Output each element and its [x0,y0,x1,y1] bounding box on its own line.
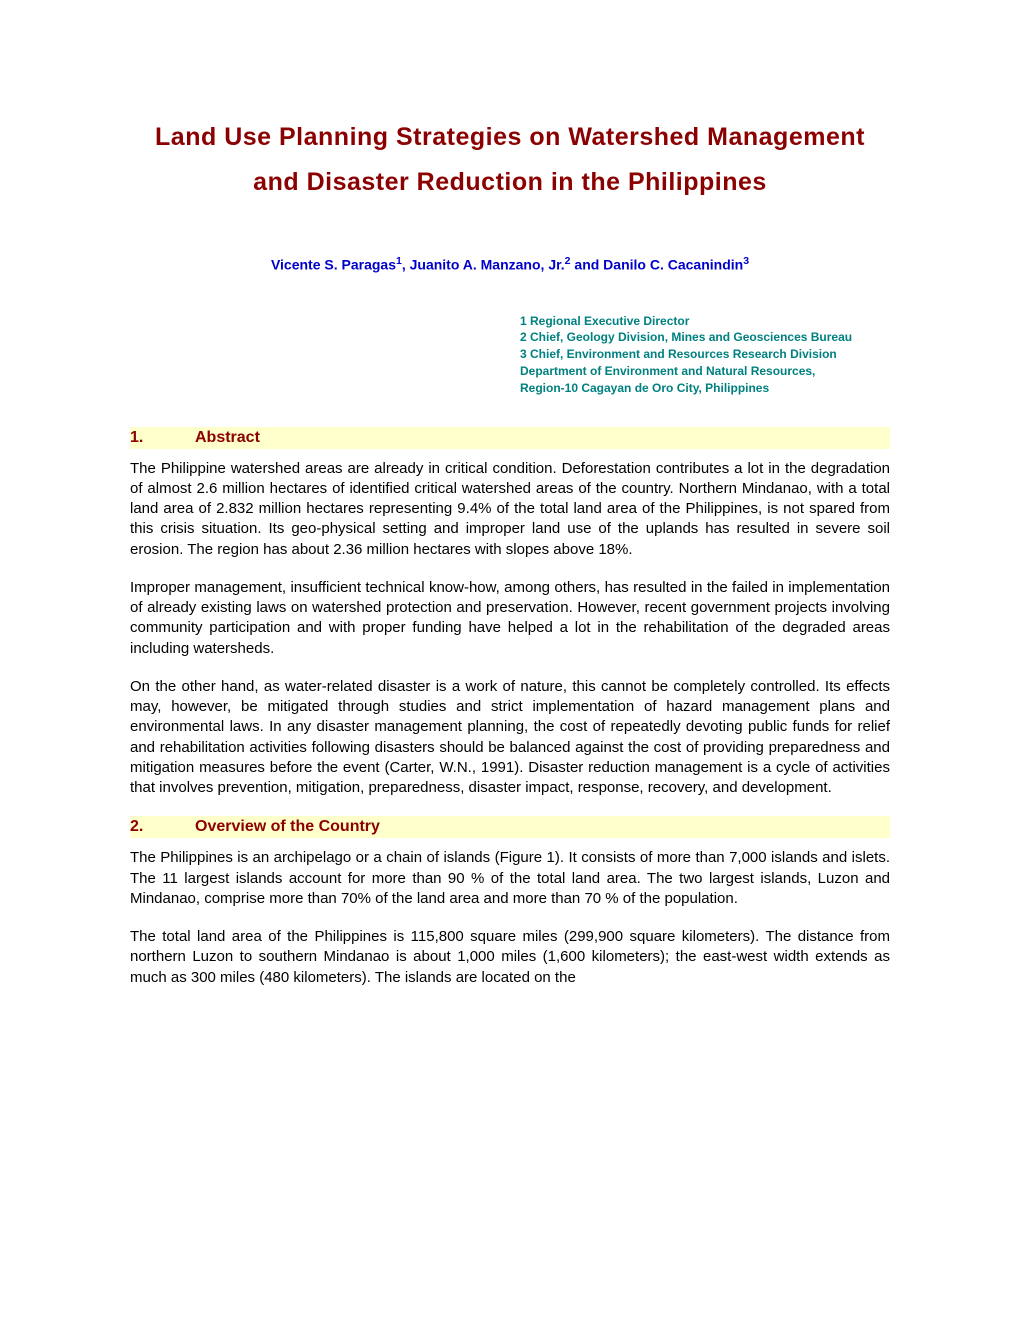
section-number: 1. [130,429,195,447]
authors-line: Vicente S. Paragas1, Juanito A. Manzano,… [130,255,890,273]
affiliation-item: 2 Chief, Geology Division, Mines and Geo… [520,329,860,346]
affiliation-item: Department of Environment and Natural Re… [520,363,860,397]
affiliations-block: 1 Regional Executive Director 2 Chief, G… [520,313,860,397]
section-heading-abstract: 1.Abstract [130,427,890,449]
affiliation-item: 3 Chief, Environment and Resources Resea… [520,346,860,363]
section-number: 2. [130,818,195,836]
document-title: Land Use Planning Strategies on Watershe… [130,115,890,205]
section-heading-overview: 2.Overview of the Country [130,816,890,838]
paragraph: On the other hand, as water-related disa… [130,677,890,799]
paragraph: The Philippine watershed areas are alrea… [130,459,890,560]
paragraph: Improper management, insufficient techni… [130,578,890,659]
section-label: Abstract [195,429,260,446]
section-label: Overview of the Country [195,818,380,835]
paragraph: The Philippines is an archipelago or a c… [130,848,890,909]
paragraph: The total land area of the Philippines i… [130,927,890,988]
affiliation-item: 1 Regional Executive Director [520,313,860,330]
